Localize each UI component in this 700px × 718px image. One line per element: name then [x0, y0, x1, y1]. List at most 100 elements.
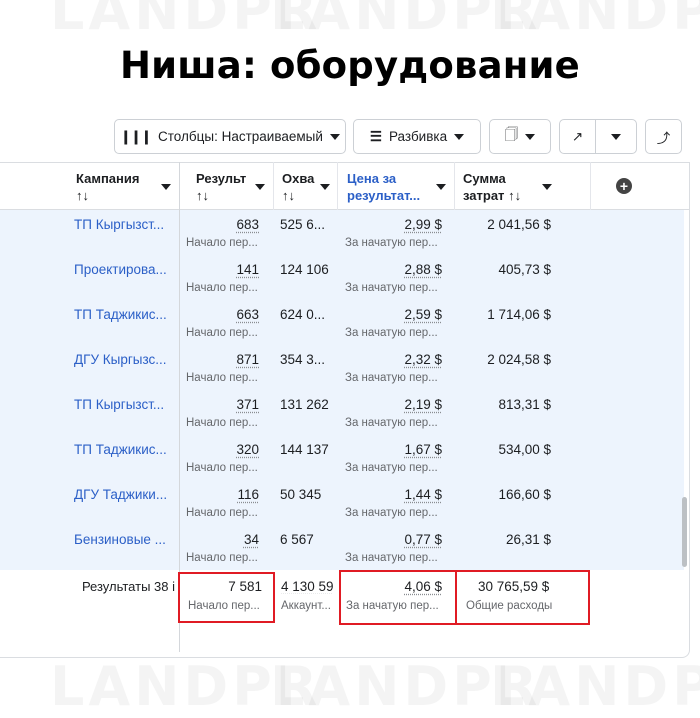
- reports-icon: 🗍: [505, 125, 519, 148]
- result-value[interactable]: 141: [236, 262, 259, 277]
- cost-value[interactable]: 2,19 $: [404, 397, 442, 412]
- campaign-link[interactable]: ДГУ Таджики...: [74, 487, 167, 502]
- cost-type: За начатую пер...: [345, 237, 438, 249]
- breakdown-button[interactable]: ☰ Разбивка: [353, 119, 481, 154]
- result-type: Начало пер...: [186, 417, 258, 429]
- header-reach[interactable]: Охва ↑↓: [282, 170, 314, 204]
- column-divider: [590, 162, 591, 210]
- totals-label: Результаты 38 і: [82, 579, 175, 594]
- table-row: ДГУ Кыргызс... 871 Начало пер... 354 3..…: [0, 345, 684, 390]
- table-row: Проектирова... 141 Начало пер... 124 106…: [0, 255, 684, 300]
- result-type: Начало пер...: [186, 462, 258, 474]
- chevron-down-icon: [330, 134, 340, 140]
- result-value[interactable]: 371: [236, 397, 259, 412]
- cost-value[interactable]: 2,32 $: [404, 352, 442, 367]
- header-result[interactable]: Результ ↑↓: [196, 170, 246, 204]
- table-row: ТП Таджикис... 320 Начало пер... 144 137…: [0, 435, 684, 480]
- breakdown-icon: ☰: [370, 129, 382, 145]
- chart-button[interactable]: ⤴: [645, 119, 682, 154]
- spend-value: 534,00 $: [498, 442, 551, 457]
- toolbar: ❙❙❙ Столбцы: Настраиваемый ☰ Разбивка 🗍 …: [0, 119, 700, 155]
- result-value[interactable]: 116: [237, 487, 259, 502]
- header-label: затрат: [463, 188, 504, 203]
- sort-icon[interactable]: ↑↓: [196, 187, 246, 204]
- cost-value[interactable]: 1,67 $: [404, 442, 442, 457]
- table-row: ТП Кыргызст... 683 Начало пер... 525 6..…: [0, 210, 684, 255]
- campaign-link[interactable]: ТП Кыргызст...: [74, 217, 164, 232]
- campaign-link[interactable]: ТП Кыргызст...: [74, 397, 164, 412]
- sort-icon[interactable]: ↑↓: [76, 187, 139, 204]
- result-type: Начало пер...: [186, 237, 258, 249]
- chevron-down-icon: [525, 134, 535, 140]
- reports-button[interactable]: 🗍: [489, 119, 551, 154]
- cost-value[interactable]: 1,44 $: [404, 487, 442, 502]
- vertical-scrollbar[interactable]: [682, 497, 687, 567]
- column-divider: [273, 162, 274, 210]
- cost-type: За начатую пер...: [345, 417, 438, 429]
- campaign-link[interactable]: Проектирова...: [74, 262, 167, 277]
- watermark: LANDPR: [50, 0, 321, 38]
- columns-icon: ❙❙❙: [120, 129, 151, 145]
- totals-reach-sub: Аккаунт...: [281, 600, 331, 612]
- highlight-box-spend: [455, 570, 590, 625]
- columns-button[interactable]: ❙❙❙ Столбцы: Настраиваемый: [114, 119, 346, 154]
- header-label: Результ: [196, 170, 246, 187]
- campaign-link[interactable]: ТП Таджикис...: [74, 442, 167, 457]
- chevron-down-icon[interactable]: [436, 184, 446, 190]
- cost-value[interactable]: 2,59 $: [404, 307, 442, 322]
- export-icon: ↗: [572, 129, 583, 145]
- result-type: Начало пер...: [186, 372, 258, 384]
- spend-value: 405,73 $: [498, 262, 551, 277]
- watermark: LANDPR: [490, 0, 700, 38]
- result-type: Начало пер...: [186, 507, 258, 519]
- result-type: Начало пер...: [186, 282, 258, 294]
- spend-value: 26,31 $: [506, 532, 551, 547]
- spend-value: 2 041,56 $: [487, 217, 551, 232]
- result-type: Начало пер...: [186, 552, 258, 564]
- table-body: ТП Кыргызст... 683 Начало пер... 525 6..…: [0, 210, 684, 570]
- header-label: Цена за: [347, 170, 420, 187]
- cost-type: За начатую пер...: [345, 552, 438, 564]
- header-label: результат...: [347, 187, 420, 204]
- cost-value[interactable]: 0,77 $: [404, 532, 442, 547]
- campaign-link[interactable]: ДГУ Кыргызс...: [74, 352, 167, 367]
- watermark: LANDPR: [270, 660, 541, 714]
- header-spend[interactable]: Сумма затрат ↑↓: [463, 170, 521, 204]
- chevron-down-icon[interactable]: [542, 184, 552, 190]
- cost-type: За начатую пер...: [345, 507, 438, 519]
- cost-type: За начатую пер...: [345, 462, 438, 474]
- highlight-box-cost: [339, 570, 457, 625]
- chevron-down-icon[interactable]: [320, 184, 330, 190]
- add-column-icon[interactable]: +: [616, 178, 632, 194]
- campaign-link[interactable]: Бензиновые ...: [74, 532, 166, 547]
- page-title: Ниша: оборудование: [0, 44, 700, 87]
- export-dropdown-button[interactable]: [595, 119, 637, 154]
- trend-chart-icon: ⤴: [657, 127, 671, 147]
- result-value[interactable]: 683: [236, 217, 259, 232]
- watermark: LANDPR: [270, 0, 541, 38]
- chevron-down-icon[interactable]: [255, 184, 265, 190]
- reach-value: 124 106: [280, 262, 329, 277]
- reach-value: 525 6...: [280, 217, 325, 232]
- header-cost-per-result[interactable]: Цена за результат...: [347, 170, 420, 204]
- sort-icon[interactable]: ↑↓: [282, 187, 314, 204]
- result-value[interactable]: 663: [236, 307, 259, 322]
- spend-value: 813,31 $: [498, 397, 551, 412]
- cost-value[interactable]: 2,99 $: [404, 217, 442, 232]
- reach-value: 131 262: [280, 397, 329, 412]
- column-divider: [337, 162, 338, 210]
- cost-value[interactable]: 2,88 $: [404, 262, 442, 277]
- campaign-link[interactable]: ТП Таджикис...: [74, 307, 167, 322]
- export-button[interactable]: ↗: [559, 119, 596, 154]
- sort-icon[interactable]: ↑↓: [508, 188, 521, 203]
- spend-value: 2 024,58 $: [487, 352, 551, 367]
- header-campaign[interactable]: Кампания ↑↓: [76, 170, 139, 204]
- breakdown-label: Разбивка: [389, 129, 447, 144]
- result-value[interactable]: 871: [236, 352, 259, 367]
- table-row: ДГУ Таджики... 116 Начало пер... 50 345 …: [0, 480, 684, 525]
- columns-label: Столбцы: Настраиваемый: [158, 129, 323, 144]
- totals-reach[interactable]: 4 130 59: [281, 579, 335, 594]
- result-value[interactable]: 34: [244, 532, 259, 547]
- chevron-down-icon[interactable]: [161, 184, 171, 190]
- result-value[interactable]: 320: [236, 442, 259, 457]
